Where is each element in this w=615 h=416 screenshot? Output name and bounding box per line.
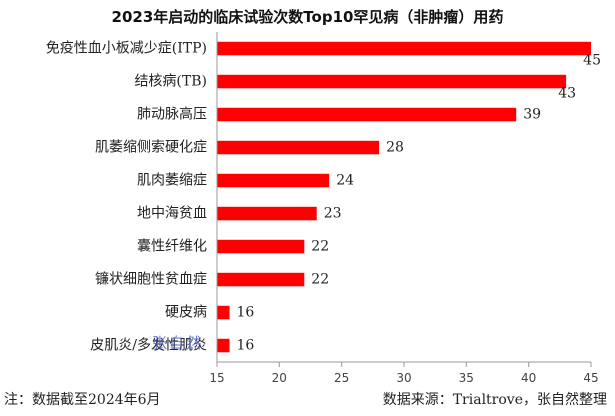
- category-label: 结核病(TB): [134, 74, 207, 90]
- x-axis: 15 20 25 30 35 40 45: [209, 32, 599, 385]
- x-tick-label: 20: [272, 371, 287, 385]
- bar: [217, 272, 305, 287]
- category-label: 肌萎缩侧索硬化症: [95, 139, 207, 156]
- value-label: 39: [523, 107, 541, 123]
- value-label: 43: [558, 86, 576, 102]
- chart-title: 2023年启动的临床试验次数Top10罕见病（非肿瘤）用药: [111, 8, 504, 26]
- x-tick-label: 15: [209, 371, 224, 385]
- category-label: 镰状细胞性贫血症: [95, 271, 207, 288]
- bar: [217, 173, 330, 188]
- x-tick-label: 45: [583, 371, 598, 385]
- category-label: 地中海贫血: [137, 206, 207, 222]
- value-label: 45: [583, 53, 601, 69]
- bar: [217, 338, 230, 353]
- bar: [217, 107, 517, 122]
- value-label: 16: [237, 338, 255, 354]
- value-label: 28: [386, 140, 404, 156]
- category-label: 免疫性血小板减少症(ITP): [46, 41, 207, 57]
- value-label: 24: [336, 173, 354, 189]
- bar: [217, 41, 591, 56]
- x-tick-label: 30: [396, 371, 411, 385]
- category-label: 肌肉萎缩症: [137, 173, 207, 189]
- bars-group: [217, 41, 591, 353]
- value-label: 22: [311, 239, 329, 255]
- value-labels: 45 43 39 28 24 23 22 22 16 16: [237, 53, 602, 354]
- y-axis-labels: 免疫性血小板减少症(ITP) 结核病(TB) 肺动脉高压肌萎缩侧索硬化症肌肉萎缩症地…: [46, 41, 207, 354]
- data-source: 数据来源：Trialtrove，张自然整理: [382, 392, 607, 408]
- category-label: 肺动脉高压: [137, 106, 207, 123]
- bar: [217, 140, 380, 155]
- footnote: 注：数据截至2024年6月: [4, 392, 161, 408]
- bar: [217, 305, 230, 320]
- value-label: 22: [311, 272, 329, 288]
- bar: [217, 206, 317, 221]
- category-label: 皮肌炎/多发性肌炎: [90, 337, 207, 354]
- category-label: 硬皮病: [165, 305, 207, 321]
- x-tick-label: 35: [459, 371, 474, 385]
- value-label: 16: [237, 305, 255, 321]
- bar: [217, 239, 305, 254]
- x-tick-label: 25: [334, 371, 349, 385]
- watermark: 张自然: [152, 334, 204, 352]
- x-tick-label: 40: [521, 371, 536, 385]
- category-label: 囊性纤维化: [137, 238, 207, 255]
- value-label: 23: [324, 206, 342, 222]
- bar: [217, 74, 567, 89]
